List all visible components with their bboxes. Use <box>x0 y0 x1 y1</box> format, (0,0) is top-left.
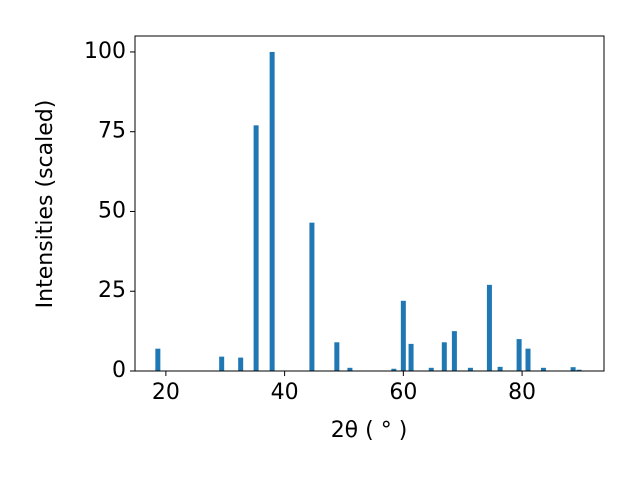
bar <box>238 357 244 371</box>
bar <box>486 284 492 371</box>
bar <box>334 342 340 371</box>
bar <box>269 51 275 371</box>
x-axis-label: 2θ ( ° ) <box>331 418 408 443</box>
bar <box>451 331 457 371</box>
bar <box>347 367 353 371</box>
bar <box>441 342 447 371</box>
bar <box>540 367 546 371</box>
bar <box>253 125 259 371</box>
bar <box>497 366 503 371</box>
bar <box>408 343 414 371</box>
x-tick-label: 80 <box>508 380 536 405</box>
y-tick-label: 25 <box>98 278 126 303</box>
bar <box>576 369 582 371</box>
bar <box>155 348 161 371</box>
bar <box>525 348 531 371</box>
x-tick-label: 60 <box>389 380 417 405</box>
bar <box>428 367 434 371</box>
y-tick-label: 50 <box>98 198 126 223</box>
bar <box>309 222 315 371</box>
bar <box>219 356 225 371</box>
bar <box>400 300 406 371</box>
bar <box>516 339 522 371</box>
y-tick-label: 0 <box>112 358 126 383</box>
bar <box>570 367 576 371</box>
y-tick-label: 75 <box>98 119 126 144</box>
plot-frame <box>134 35 605 372</box>
x-tick-label: 40 <box>271 380 299 405</box>
y-axis-label: Intensities (scaled) <box>33 100 58 309</box>
bar <box>467 367 473 371</box>
x-tick-label: 20 <box>152 380 180 405</box>
bar <box>391 368 397 371</box>
y-tick-label: 100 <box>84 39 126 64</box>
